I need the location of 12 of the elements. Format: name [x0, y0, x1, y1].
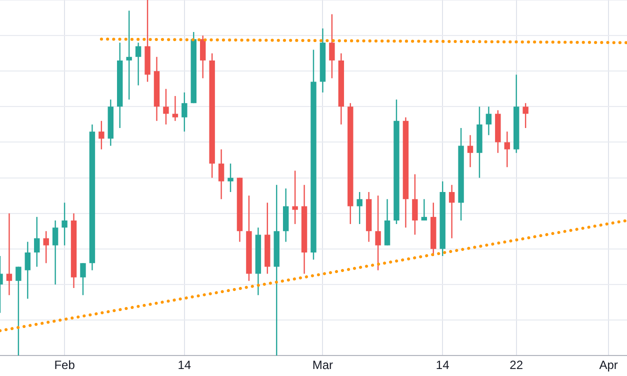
- x-tick-label: 14: [178, 358, 192, 372]
- x-tick-label: Feb: [54, 358, 76, 372]
- candlestick: [467, 135, 474, 168]
- x-tick-label: 14: [436, 358, 450, 372]
- candlestick: [172, 96, 178, 121]
- x-tick-label: Apr: [599, 358, 618, 372]
- candlestick: [135, 42, 142, 86]
- candlestick: [448, 184, 455, 238]
- x-tick-label: 22: [510, 358, 524, 372]
- candlestick: [52, 220, 58, 284]
- candlestick: [6, 213, 12, 296]
- x-tick-label: Mar: [312, 358, 334, 372]
